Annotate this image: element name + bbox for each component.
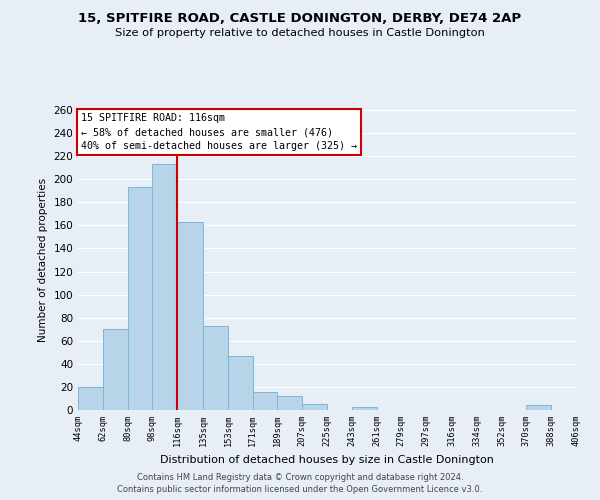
Text: Contains HM Land Registry data © Crown copyright and database right 2024.: Contains HM Land Registry data © Crown c… [137, 472, 463, 482]
Bar [203, 326, 228, 410]
Bar [352, 406, 377, 410]
Bar [128, 188, 152, 410]
Bar [152, 164, 177, 410]
Bar [78, 387, 103, 410]
Text: 15, SPITFIRE ROAD, CASTLE DONINGTON, DERBY, DE74 2AP: 15, SPITFIRE ROAD, CASTLE DONINGTON, DER… [79, 12, 521, 26]
Y-axis label: Number of detached properties: Number of detached properties [38, 178, 48, 342]
Bar [302, 404, 327, 410]
X-axis label: Distribution of detached houses by size in Castle Donington: Distribution of detached houses by size … [160, 454, 494, 464]
Bar [228, 356, 253, 410]
Bar [526, 406, 551, 410]
Text: Size of property relative to detached houses in Castle Donington: Size of property relative to detached ho… [115, 28, 485, 38]
Text: Contains public sector information licensed under the Open Government Licence v3: Contains public sector information licen… [118, 485, 482, 494]
Text: 15 SPITFIRE ROAD: 116sqm
← 58% of detached houses are smaller (476)
40% of semi-: 15 SPITFIRE ROAD: 116sqm ← 58% of detach… [81, 114, 357, 152]
Bar [103, 329, 128, 410]
Bar [253, 392, 277, 410]
Bar [177, 222, 203, 410]
Bar [277, 396, 302, 410]
